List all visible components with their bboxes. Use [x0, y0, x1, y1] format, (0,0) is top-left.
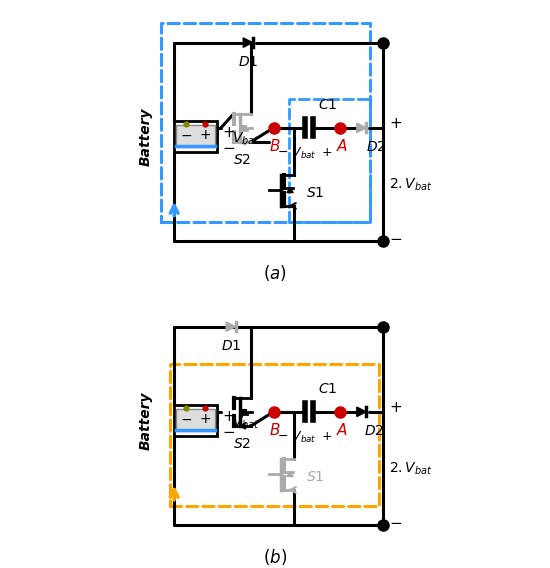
Text: $S1$: $S1$: [306, 470, 324, 484]
Text: $(a)$: $(a)$: [263, 262, 287, 283]
Polygon shape: [287, 472, 293, 477]
Text: $D2$: $D2$: [364, 424, 384, 438]
Text: $-$: $-$: [389, 513, 402, 529]
Bar: [177, 125, 214, 147]
Text: $S2$: $S2$: [233, 153, 251, 168]
Text: $V_{bat}$: $V_{bat}$: [233, 131, 260, 147]
Text: $A$: $A$: [336, 138, 348, 154]
Text: $B$: $B$: [270, 138, 280, 154]
Text: $V_{bat}$: $V_{bat}$: [233, 415, 260, 431]
Bar: [174, 120, 217, 152]
Polygon shape: [241, 126, 247, 130]
Text: Battery: Battery: [139, 391, 153, 449]
FancyArrowPatch shape: [170, 206, 178, 216]
Text: $+$: $+$: [389, 116, 402, 131]
Text: $-$: $-$: [180, 128, 192, 142]
Text: $+$: $+$: [199, 128, 211, 142]
Polygon shape: [226, 322, 235, 331]
FancyArrowPatch shape: [289, 203, 296, 208]
Text: $-\ V_{bat}\ +$: $-\ V_{bat}\ +$: [277, 429, 333, 445]
Text: $2.V_{bat}$: $2.V_{bat}$: [389, 461, 432, 477]
Text: $B$: $B$: [270, 421, 280, 438]
Text: $+$: $+$: [222, 124, 235, 140]
Text: Battery: Battery: [139, 107, 153, 165]
Polygon shape: [241, 410, 247, 414]
Text: $C1$: $C1$: [317, 382, 337, 396]
FancyArrowPatch shape: [240, 140, 246, 144]
Text: $+$: $+$: [389, 400, 402, 415]
Text: $-$: $-$: [222, 423, 235, 438]
Polygon shape: [287, 188, 293, 193]
Polygon shape: [357, 407, 366, 416]
Text: $2.V_{bat}$: $2.V_{bat}$: [389, 177, 432, 193]
Text: $S2$: $S2$: [233, 437, 251, 452]
Text: $A$: $A$: [336, 421, 348, 438]
FancyArrowPatch shape: [240, 424, 246, 428]
FancyArrowPatch shape: [170, 490, 178, 500]
Polygon shape: [357, 123, 366, 132]
Text: $-$: $-$: [222, 139, 235, 154]
FancyArrowPatch shape: [289, 487, 296, 492]
Text: $D1$: $D1$: [238, 55, 258, 69]
Text: $(b)$: $(b)$: [263, 546, 287, 567]
Bar: [174, 404, 217, 436]
Text: $S1$: $S1$: [306, 186, 324, 200]
Text: $-$: $-$: [389, 229, 402, 245]
Bar: [177, 409, 214, 432]
Text: $+$: $+$: [199, 412, 211, 426]
Text: $-\ V_{bat}\ +$: $-\ V_{bat}\ +$: [277, 145, 333, 161]
Text: $D2$: $D2$: [366, 140, 386, 154]
Text: $+$: $+$: [222, 408, 235, 424]
Text: $-$: $-$: [180, 412, 192, 426]
Text: $C1$: $C1$: [317, 98, 337, 112]
Polygon shape: [243, 38, 252, 47]
Text: $D1$: $D1$: [221, 339, 241, 353]
